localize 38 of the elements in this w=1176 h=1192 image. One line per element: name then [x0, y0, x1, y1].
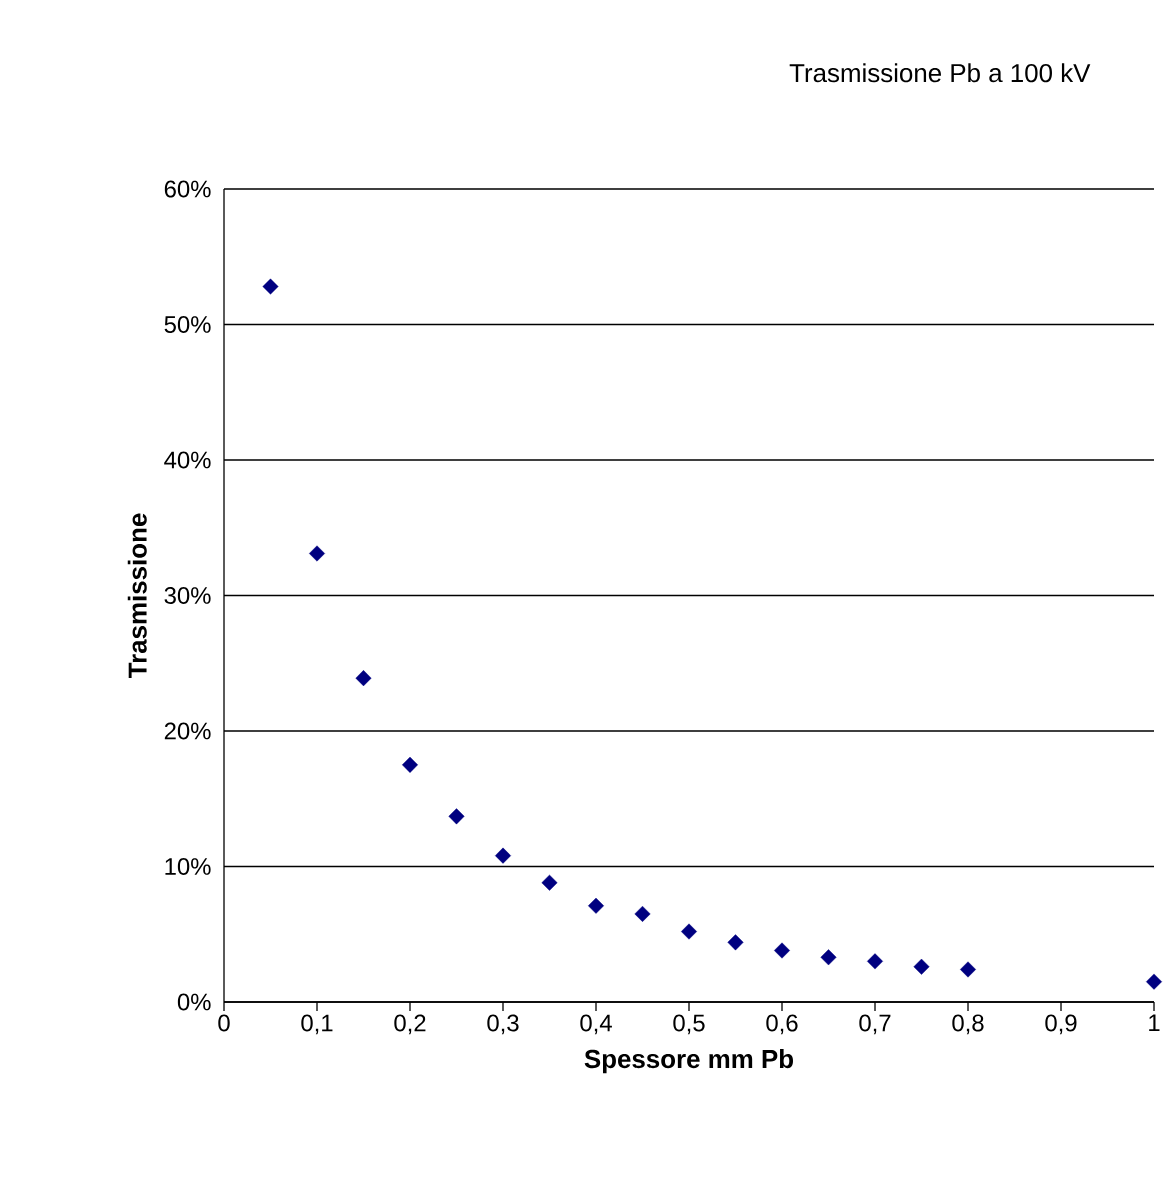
point [820, 949, 837, 966]
point [913, 958, 930, 975]
y-tick-label: 20% [164, 722, 211, 740]
x-tick-label: 0,3 [487, 1014, 519, 1035]
y-tick-label: 10% [165, 858, 211, 875]
x-tick-label: 0,9 [1045, 1014, 1077, 1035]
x-axis-title: Spessore mm Pb [584, 1049, 793, 1074]
point [448, 808, 465, 825]
y-tick-label: 50% [164, 316, 211, 333]
x-tick-label: 0 [218, 1014, 230, 1032]
x-tick-label: 0,4 [580, 1014, 612, 1035]
x-tick-label: 0,7 [859, 1014, 891, 1035]
point [541, 874, 558, 891]
y-tick-label: 40% [164, 451, 211, 469]
x-tick-label: 0,6 [766, 1014, 798, 1035]
point [402, 756, 418, 773]
y-axis-title: Trasmissione [127, 513, 147, 678]
point [867, 953, 883, 970]
x-tick-label: 0,2 [394, 1014, 426, 1035]
y-tick-label: 0% [177, 993, 211, 1011]
y-tick-label: 60% [164, 180, 211, 198]
point [960, 961, 976, 978]
x-tick-label: 1 [1149, 1014, 1160, 1031]
point [495, 847, 511, 864]
point [1146, 973, 1162, 990]
x-tick-label: 0,5 [673, 1014, 705, 1035]
x-tick-label: 0,1 [301, 1014, 333, 1035]
point [727, 934, 744, 951]
chart-title: Trasmissione Pb a 100 kV [789, 63, 1091, 83]
point [774, 942, 790, 959]
point [634, 905, 651, 922]
point [309, 545, 325, 562]
point [355, 670, 372, 687]
y-tick-label: 30% [164, 587, 211, 604]
point [262, 278, 279, 295]
point [681, 923, 697, 940]
x-tick-label: 0,8 [952, 1014, 984, 1035]
point [588, 897, 604, 914]
